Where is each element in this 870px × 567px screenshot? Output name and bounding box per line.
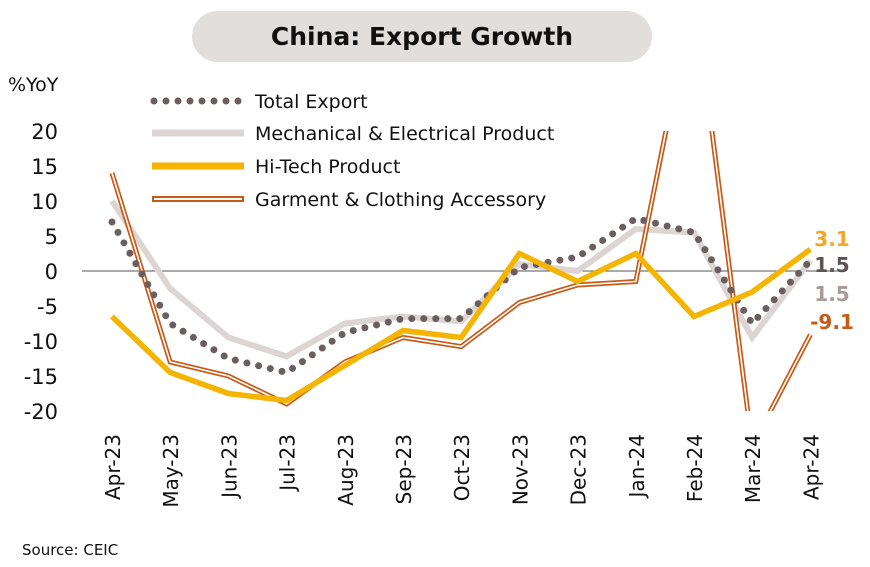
y-tick-label: -10 bbox=[24, 330, 58, 354]
source-note: Source: CEIC bbox=[22, 541, 119, 559]
x-tick-label: Dec-23 bbox=[567, 434, 591, 505]
chart-title: China: Export Growth bbox=[192, 11, 652, 62]
series-layer bbox=[108, 131, 814, 411]
y-tick-label: 15 bbox=[31, 155, 58, 179]
x-tick-label: Apr-24 bbox=[799, 434, 823, 500]
end-value-label: 1.5 bbox=[814, 282, 849, 306]
y-tick-label: 0 bbox=[45, 260, 58, 284]
series-line bbox=[110, 247, 813, 404]
series-hi-tech-product bbox=[110, 247, 813, 404]
legend-label: Mechanical & Electrical Product bbox=[255, 123, 554, 145]
x-tick-label: Jan-24 bbox=[625, 434, 649, 500]
x-tick-label: Apr-23 bbox=[101, 434, 125, 500]
legend-label: Total Export bbox=[254, 91, 368, 113]
legend: Total Export Mechanical & Electrical Prod… bbox=[150, 91, 554, 211]
end-value-label: 3.1 bbox=[814, 227, 849, 251]
x-tick-label: Aug-23 bbox=[334, 434, 358, 506]
series-total-export bbox=[108, 215, 814, 376]
end-labels: 3.11.51.5-9.1 bbox=[810, 227, 854, 334]
series-line bbox=[109, 131, 813, 411]
legend-item-hi-tech-product: Hi-Tech Product bbox=[152, 156, 400, 178]
x-tick-label: Jul-23 bbox=[276, 434, 300, 493]
series-garment-clothing-accessory bbox=[109, 131, 813, 411]
legend-item-garment-clothing-accessory: Garment & Clothing Accessory bbox=[152, 189, 546, 211]
y-tick-label: -20 bbox=[24, 400, 58, 424]
series-line-inner bbox=[111, 131, 812, 411]
x-tick-label: Oct-23 bbox=[450, 434, 474, 501]
x-tick-label: Sep-23 bbox=[392, 434, 416, 504]
x-tick-label: Feb-24 bbox=[683, 434, 707, 502]
y-tick-label: 20 bbox=[31, 120, 58, 144]
x-tick-label: Jun-23 bbox=[217, 434, 241, 500]
x-tick-label: Mar-24 bbox=[741, 434, 765, 503]
legend-label: Garment & Clothing Accessory bbox=[255, 189, 546, 211]
y-axis-unit: %YoY bbox=[8, 74, 59, 96]
y-axis: 20 15 10 5 0 -5 -10 -15 -20 bbox=[24, 120, 58, 424]
legend-label: Hi-Tech Product bbox=[255, 156, 400, 178]
y-tick-label: -5 bbox=[37, 295, 58, 319]
x-tick-label: Nov-23 bbox=[508, 434, 532, 505]
legend-item-total-export: Total Export bbox=[150, 91, 368, 113]
end-value-label: -9.1 bbox=[810, 310, 854, 334]
legend-item-mechanical-electrical-product: Mechanical & Electrical Product bbox=[152, 123, 554, 145]
y-tick-label: 10 bbox=[31, 190, 58, 214]
end-value-label: 1.5 bbox=[814, 253, 849, 277]
x-tick-label: May-23 bbox=[159, 434, 183, 508]
y-tick-label: 5 bbox=[45, 225, 58, 249]
x-axis: Apr-23 May-23 Jun-23 Jul-23 Aug-23 Sep-23 Oct-… bbox=[101, 434, 823, 508]
series-line bbox=[108, 215, 814, 376]
y-tick-label: -15 bbox=[24, 365, 58, 389]
